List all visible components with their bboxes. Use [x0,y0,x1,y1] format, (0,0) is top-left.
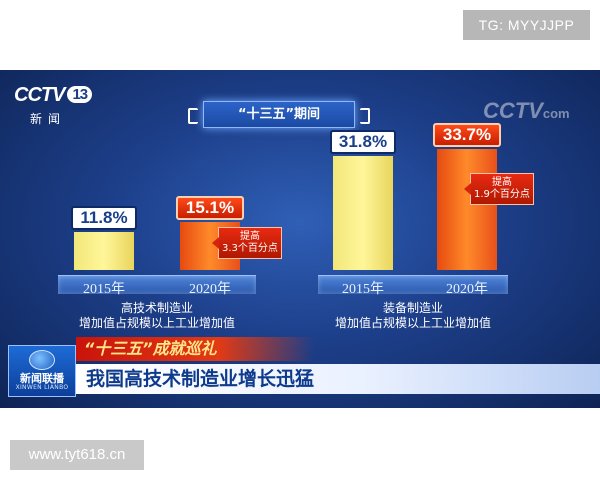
cctv-com-logo: CCTVcom [483,98,570,124]
year-label-1-2: 2020年 [189,282,231,297]
value-label-1-1: 11.8% [71,206,137,231]
channel-subtitle: 新闻 [30,112,67,126]
callout-line: 3.3个百分点 [222,243,278,254]
callout-line: 提高 [491,177,512,188]
callout-line: 提高 [239,231,260,242]
caption-line: 装备制造业 [382,301,443,315]
program-logo-en: XINWEN LIANBO [15,384,69,391]
period-tag: “十三五”期间 [188,101,370,128]
video-frame: CCTV 13 新闻 CCTVcom “十三五”期间 11.8% 2015年 15.1… [0,70,600,408]
caption-line: 增加值占规模以上工业增加值 [334,316,491,330]
chart-caption-1: 高技术制造业 增加值占规模以上工业增加值 [58,301,256,331]
globe-icon [29,350,55,370]
corner-logo-suffix: com [542,106,570,121]
headline-strip: 我国高技术制造业增长迅猛 [76,364,600,394]
callout-line: 1.9个百分点 [474,189,530,200]
caption-line: 增加值占规模以上工业增加值 [78,316,235,330]
program-logo-text: 新闻联播 [20,372,64,385]
callout-2: 提高 1.9个百分点 [464,173,534,205]
year-label-2-2: 2020年 [446,282,488,297]
year-label-1-1: 2015年 [83,282,125,297]
bar-1-1 [74,232,134,270]
watermark-top: TG: MYYJJPP [463,10,590,40]
watermark-bottom: www.tyt618.cn [10,440,144,470]
chart-caption-2: 装备制造业 增加值占规模以上工业增加值 [318,301,508,331]
corner-logo-text: CCTV [483,98,543,123]
callout-1: 提高 3.3个百分点 [212,227,282,259]
year-label-2-1: 2015年 [342,282,384,297]
xinwen-lianbo-logo: 新闻联播 XINWEN LIANBO [8,345,76,397]
value-label-1-2: 15.1% [176,195,244,220]
value-label-2-2: 33.7% [433,122,501,147]
cctv13-logo: CCTV 13 [14,84,93,107]
bar-2-1 [333,155,393,270]
channel-number-badge: 13 [67,86,93,103]
chart-base-1 [58,275,256,294]
cctv-logo-text: CCTV [14,84,65,106]
caption-line: 高技术制造业 [120,301,193,315]
chart-base-2 [318,275,508,294]
bar-2-2 [437,148,497,270]
value-label-2-1: 31.8% [330,129,396,154]
series-title-strip: “十三五”成就巡礼 [76,337,314,361]
